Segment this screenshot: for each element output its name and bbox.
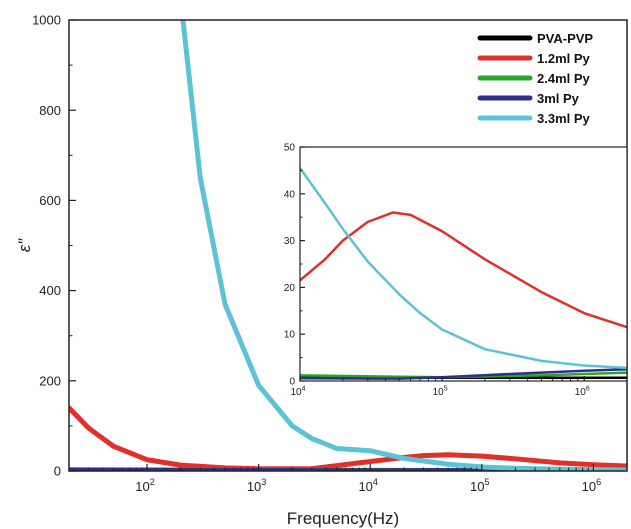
y-tick-label: 20 bbox=[284, 283, 296, 294]
x-tick-exponent: 3 bbox=[261, 477, 266, 487]
x-tick-label: 102 bbox=[135, 477, 155, 494]
x-axis-title: Frequency(Hz) bbox=[287, 509, 399, 528]
x-tick-exponent: 5 bbox=[485, 477, 490, 487]
y-tick-label: 0 bbox=[54, 464, 61, 479]
x-tick-base: 10 bbox=[247, 479, 261, 494]
x-tick-exponent: 6 bbox=[586, 386, 590, 393]
legend-label: 1.2ml Py bbox=[537, 51, 591, 66]
y-tick-label: 50 bbox=[284, 143, 296, 154]
x-tick-label: 104 bbox=[290, 386, 305, 399]
x-tick-label: 106 bbox=[582, 477, 602, 494]
x-tick-label: 105 bbox=[470, 477, 490, 494]
series-line-2-4ml-py bbox=[300, 371, 627, 379]
x-tick-exponent: 6 bbox=[596, 477, 601, 487]
y-tick-label: 800 bbox=[39, 103, 61, 118]
y-tick-label: 1000 bbox=[32, 13, 61, 28]
x-tick-base: 10 bbox=[575, 387, 587, 398]
x-tick-base: 10 bbox=[358, 479, 372, 494]
x-tick-label: 103 bbox=[247, 477, 267, 494]
y-tick-label: 40 bbox=[284, 189, 296, 200]
y-tick-label: 0 bbox=[289, 377, 295, 388]
series-group bbox=[300, 166, 627, 380]
x-tick-base: 10 bbox=[290, 387, 302, 398]
y-tick-label: 200 bbox=[39, 373, 61, 388]
x-tick-label: 105 bbox=[433, 386, 448, 399]
x-tick-base: 10 bbox=[470, 479, 484, 494]
series-line-1-2ml-py bbox=[300, 211, 627, 329]
x-tick-exponent: 2 bbox=[150, 477, 155, 487]
y-axis-title: ε″ bbox=[15, 238, 34, 252]
y-tick-label: 400 bbox=[39, 283, 61, 298]
series-line-3-3ml-py bbox=[180, 20, 627, 471]
legend: PVA-PVP 1.2ml Py 2.4ml Py 3ml Py 3.3ml Py bbox=[477, 31, 593, 126]
y-tick-label: 30 bbox=[284, 236, 296, 247]
series-line-3ml-py bbox=[300, 368, 627, 380]
x-tick-label: 106 bbox=[575, 386, 590, 399]
y-tick-label: 600 bbox=[39, 193, 61, 208]
series-line-1-2ml-py bbox=[69, 405, 627, 471]
x-tick-base: 10 bbox=[433, 387, 445, 398]
x-tick-exponent: 4 bbox=[373, 477, 378, 487]
x-tick-label: 104 bbox=[358, 477, 378, 494]
x-tick-base: 10 bbox=[582, 479, 596, 494]
x-tick-exponent: 4 bbox=[302, 386, 306, 393]
legend-label: 2.4ml Py bbox=[537, 71, 591, 86]
x-tick-base: 10 bbox=[135, 479, 149, 494]
legend-label: 3ml Py bbox=[537, 91, 580, 106]
x-tick-exponent: 5 bbox=[444, 386, 448, 393]
legend-label: 3.3ml Py bbox=[537, 111, 591, 126]
y-tick-label: 10 bbox=[284, 330, 296, 341]
series-line-3-3ml-py bbox=[300, 166, 627, 370]
legend-label: PVA-PVP bbox=[537, 31, 593, 46]
inset-background bbox=[300, 147, 627, 381]
